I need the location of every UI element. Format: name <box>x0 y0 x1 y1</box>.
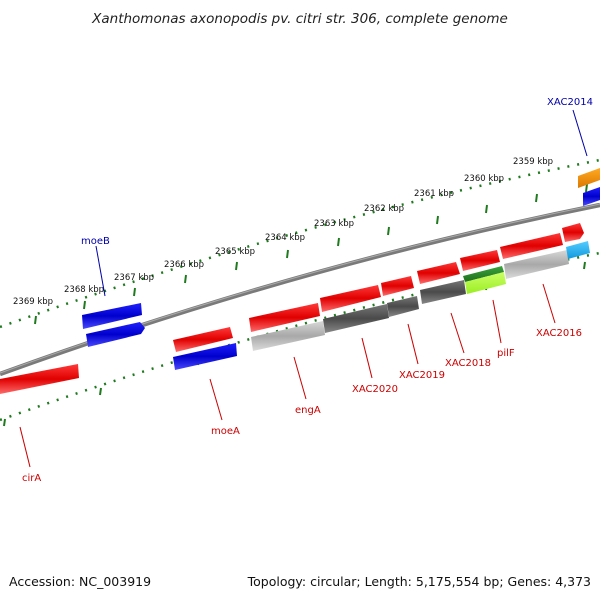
gene-XAC2016-red <box>500 233 563 259</box>
gene-orange-reverse <box>578 168 600 188</box>
reverse-strand-genes <box>82 168 600 347</box>
gene-XAC2020-gray <box>323 304 389 333</box>
gene-label-moeB: moeB <box>81 236 110 247</box>
scale-label: 2368 kbp <box>64 285 104 295</box>
gene-label-XAC2014: XAC2014 <box>547 97 593 108</box>
gene-label-XAC2018: XAC2018 <box>445 358 491 369</box>
gene-blue-reverse <box>86 322 145 347</box>
gene-pilF-green <box>463 266 504 282</box>
gene-pilF-red <box>460 250 500 271</box>
scale-label: 2359 kbp <box>513 157 553 167</box>
label-leaders <box>19 109 588 468</box>
gene-label-XAC2016: XAC2016 <box>536 328 582 339</box>
accession-text: Accession: NC_003919 <box>9 574 151 589</box>
scale-label: 2365 kbp <box>215 247 255 257</box>
gene-red-arrow <box>562 223 584 242</box>
scale-label: 2364 kbp <box>265 233 305 243</box>
scale-labels: 2359 kbp 2360 kbp 2361 kbp 2362 kbp 2363… <box>13 157 553 307</box>
gene-moeB-reverse <box>82 303 142 329</box>
scale-label: 2362 kbp <box>364 204 404 214</box>
outer-major-ticks <box>34 183 588 325</box>
gene-XAC2019-gray <box>387 296 419 317</box>
gene-XAC2018-gray <box>420 280 466 304</box>
genome-summary-text: Topology: circular; Length: 5,175,554 bp… <box>247 574 591 589</box>
map-title: Xanthomonas axonopodis pv. citri str. 30… <box>91 11 508 27</box>
gene-engA-forward <box>249 303 320 332</box>
gene-label-XAC2019: XAC2019 <box>399 370 445 381</box>
gene-labels: XAC2014 moeB cirA moeA engA XAC2020 XAC2… <box>22 97 593 484</box>
gene-label-cirA: cirA <box>22 473 41 484</box>
scale-label: 2369 kbp <box>13 297 53 307</box>
gene-XAC2018-red <box>417 262 460 284</box>
genome-backbone <box>0 202 600 377</box>
gene-label-moeA: moeA <box>211 426 240 437</box>
gene-engA-gray <box>251 321 325 351</box>
gene-XAC2020-red <box>320 285 381 312</box>
gene-label-XAC2020: XAC2020 <box>352 384 398 395</box>
gene-pilF-lime <box>465 272 506 294</box>
scale-label: 2366 kbp <box>164 260 204 270</box>
scale-label: 2367 kbp <box>114 273 154 283</box>
gene-XAC2014-reverse <box>583 187 600 206</box>
gene-cirA-forward <box>0 364 79 394</box>
gene-label-engA: engA <box>295 405 321 416</box>
gene-XAC2019-red <box>381 276 414 296</box>
scale-label: 2361 kbp <box>414 189 454 199</box>
gene-moeA-blue <box>173 343 237 370</box>
genome-backbone-highlight <box>0 203 600 374</box>
gene-XAC2016-gray <box>504 250 569 279</box>
forward-strand-genes <box>0 223 590 394</box>
gene-cyan <box>566 241 590 259</box>
scale-label: 2363 kbp <box>314 219 354 229</box>
gene-label-pilF: pilF <box>497 348 515 359</box>
scale-label: 2360 kbp <box>464 174 504 184</box>
gene-red-forward <box>173 327 233 352</box>
